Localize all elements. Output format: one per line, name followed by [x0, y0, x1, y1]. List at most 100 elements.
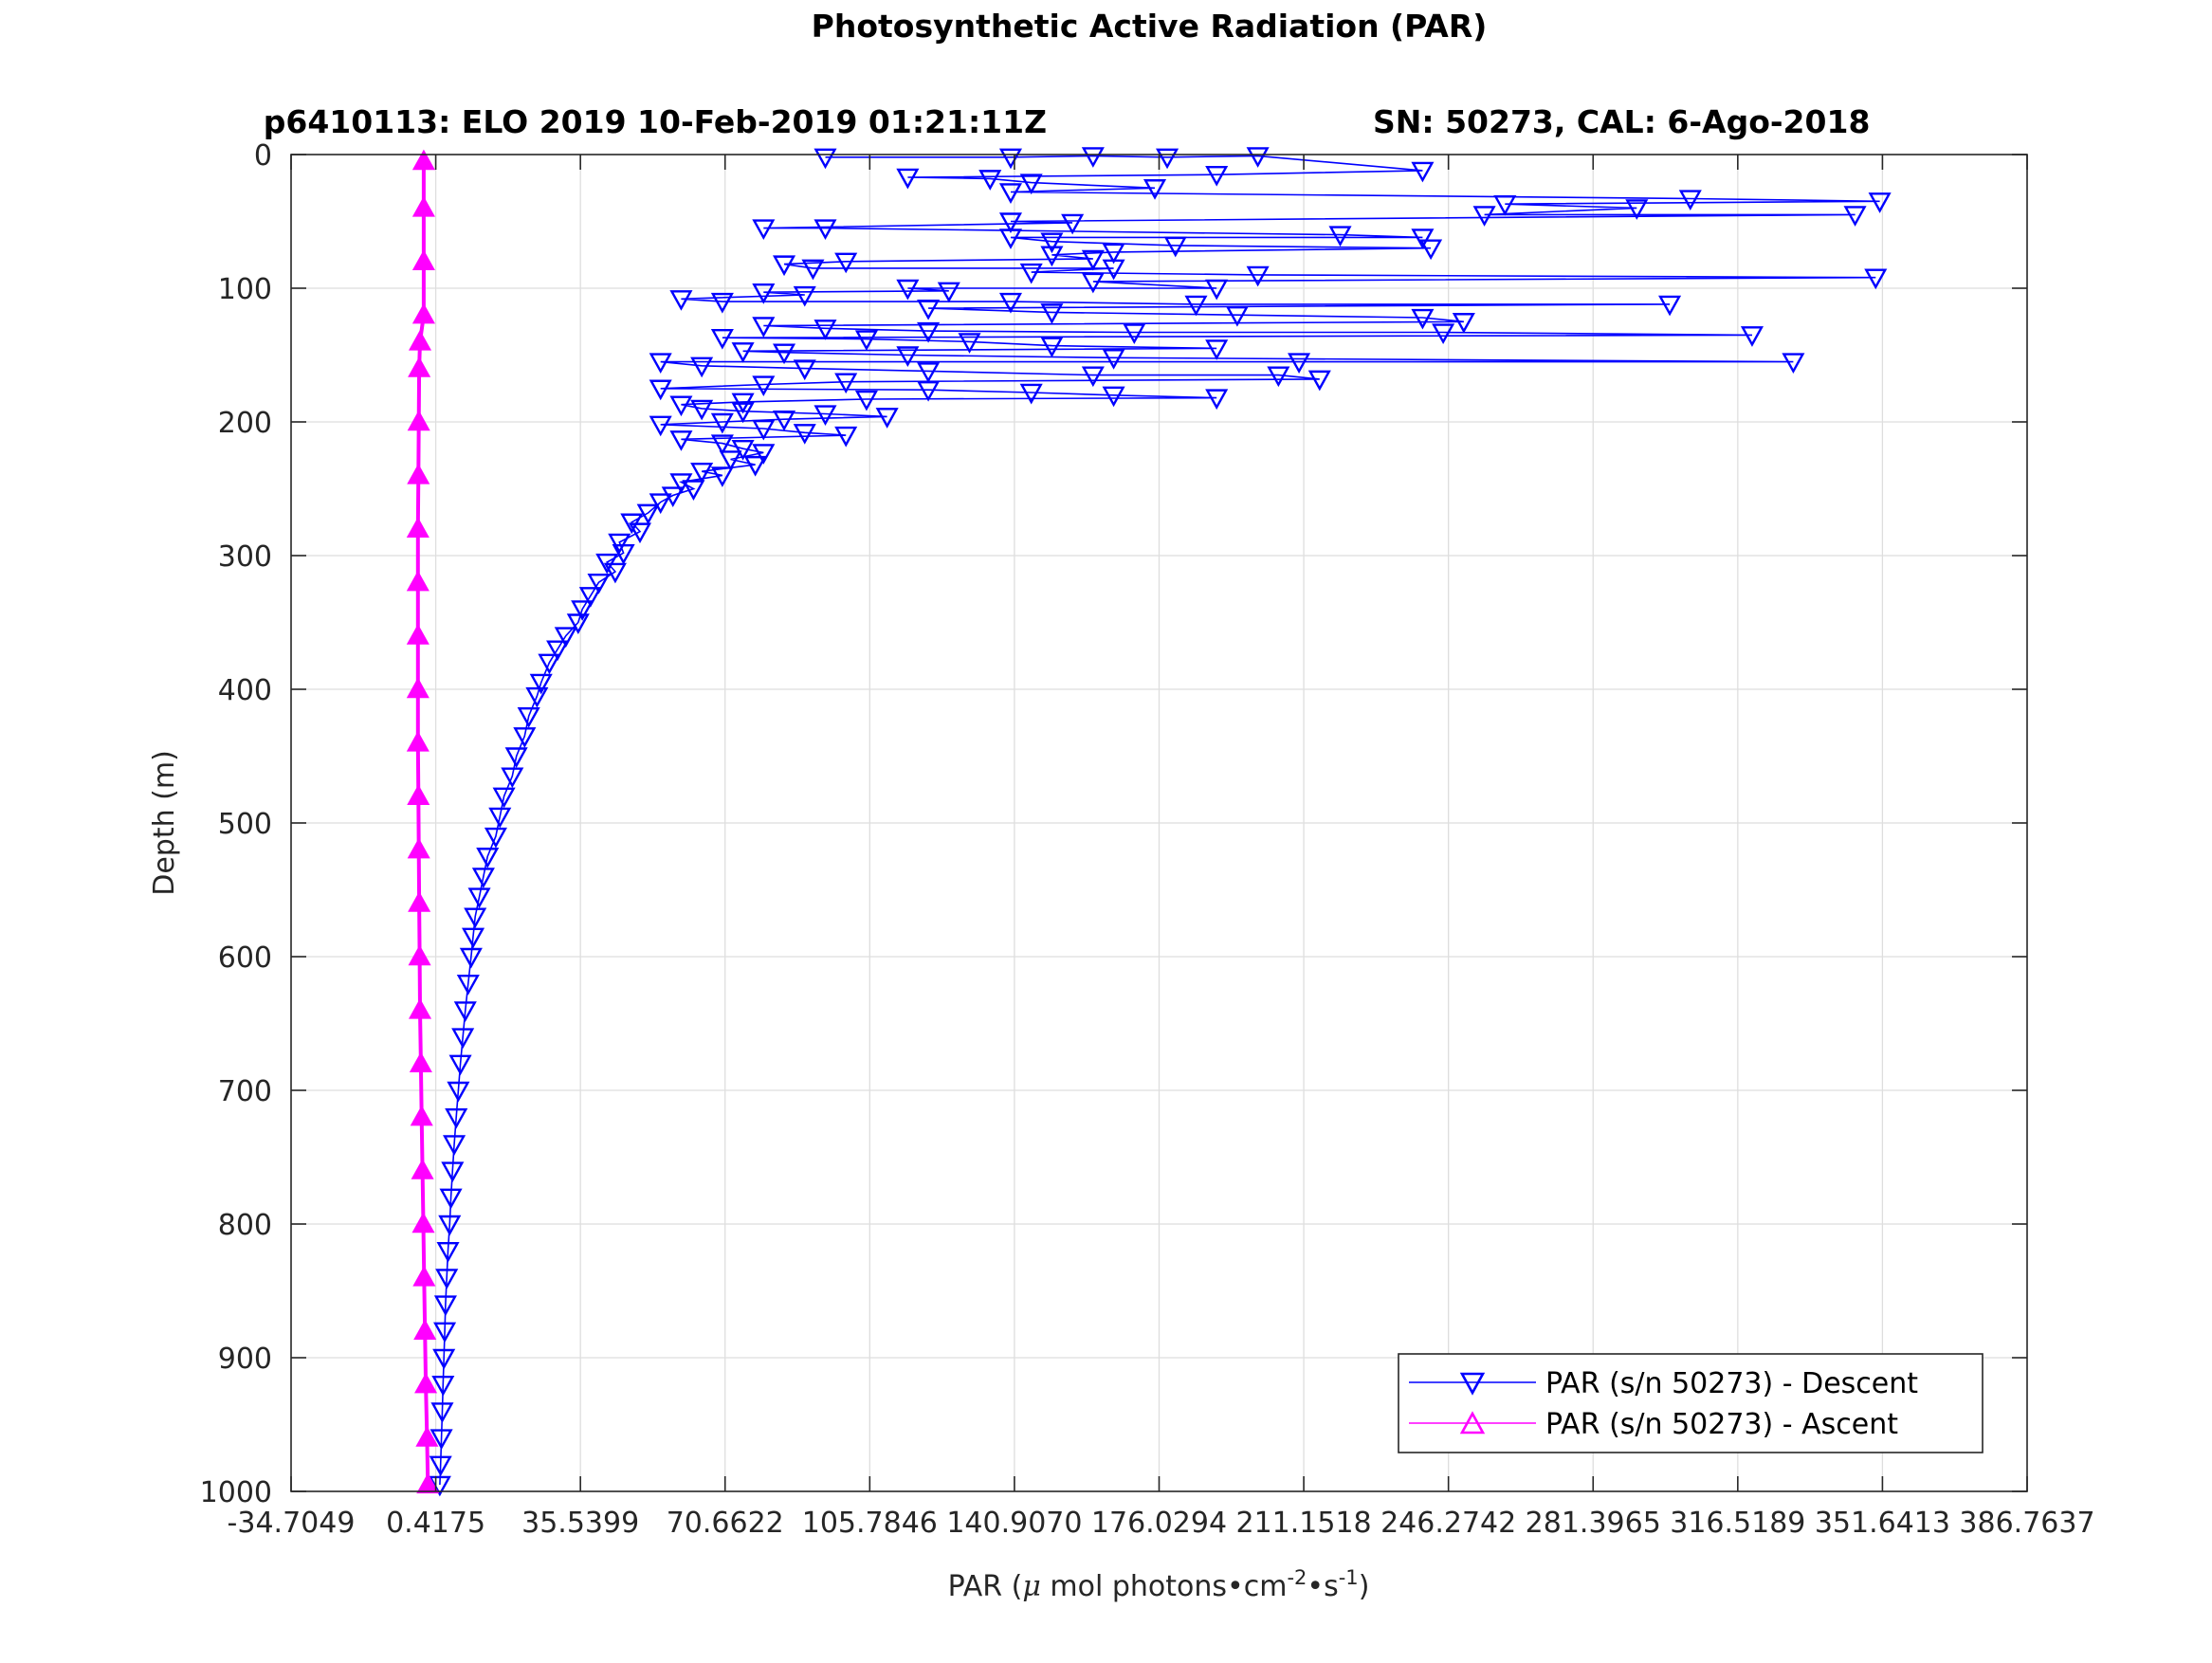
ascent-point	[406, 517, 430, 538]
descent-point	[451, 1028, 475, 1050]
descent-point	[958, 333, 981, 354]
ascent-point	[411, 1212, 435, 1234]
descent-point	[793, 285, 816, 307]
y-tick-label: 500	[218, 808, 272, 841]
ascent-point	[416, 1472, 440, 1494]
x-axis-label-suffix: )	[1359, 1570, 1370, 1603]
legend: PAR (s/n 50273) - Descent PAR (s/n 50273…	[1398, 1353, 1983, 1453]
descent-point	[453, 1001, 477, 1022]
descent-point	[1205, 389, 1229, 411]
descent-point	[492, 787, 516, 809]
descent-point	[752, 219, 776, 241]
descent-point	[1040, 303, 1064, 324]
descent-point	[554, 627, 577, 649]
descent-point	[1040, 232, 1064, 254]
descent-point	[917, 299, 941, 320]
descent-point	[538, 653, 561, 675]
descent-point	[690, 462, 714, 484]
y-tick-label: 0	[254, 139, 272, 173]
descent-point	[628, 522, 652, 544]
descent-point	[896, 168, 920, 190]
descent-point	[432, 1348, 456, 1370]
descent-point	[793, 359, 816, 381]
ascent-point	[410, 1105, 433, 1126]
descent-point	[433, 1322, 457, 1343]
x-tick-label: 351.6413	[1815, 1507, 1950, 1540]
ascent-point	[408, 329, 432, 351]
descent-point	[1411, 308, 1435, 330]
ascent-point	[411, 195, 435, 217]
descent-point	[710, 434, 734, 456]
y-tick-label: 800	[218, 1209, 272, 1242]
descent-point	[1411, 228, 1435, 249]
descent-point	[1267, 366, 1290, 388]
series-layer	[406, 147, 1892, 1497]
ascent-point	[408, 997, 432, 1019]
ascent-point	[406, 677, 430, 699]
descent-point	[433, 1295, 457, 1317]
descent-point	[1081, 366, 1105, 388]
descent-point	[431, 1376, 455, 1397]
y-tick-label: 600	[218, 941, 272, 975]
descent-point	[430, 1429, 453, 1451]
descent-point	[896, 346, 920, 367]
ticks: -34.7049 0.4175 35.5399 70.6622 105.7846 140.…	[200, 139, 2095, 1540]
x-tick-label: 211.1518	[1236, 1507, 1372, 1540]
x-axis-label: PAR (μ mol photons•cm-2•s-1)	[948, 1566, 1370, 1603]
descent-point	[636, 503, 660, 525]
descent-point	[649, 379, 672, 401]
descent-point	[854, 390, 878, 411]
descent-point	[1102, 243, 1125, 265]
descent-point	[1740, 326, 1764, 347]
descent-point	[462, 927, 485, 949]
ascent-point	[411, 1159, 434, 1179]
chart-subtitle-left: p6410113: ELO 2019 10-Feb-2019 01:21:11Z	[264, 103, 1047, 140]
descent-point	[814, 219, 837, 241]
ascent-point	[406, 570, 430, 592]
descent-point	[571, 600, 594, 621]
descent-point	[669, 290, 693, 311]
ascent-point	[411, 249, 435, 270]
descent-point	[731, 440, 755, 461]
descent-point	[1123, 323, 1146, 345]
descent-point	[517, 707, 540, 728]
descent-point	[476, 848, 500, 868]
descent-point	[1288, 353, 1311, 375]
descent-point	[998, 292, 1023, 314]
ascent-point	[407, 784, 430, 805]
descent-point	[1061, 213, 1085, 235]
descent-point	[1102, 259, 1125, 281]
descent-point	[456, 975, 480, 996]
descent-point	[484, 827, 507, 849]
descent-point	[669, 430, 693, 451]
chart-subtitle-right: SN: 50273, CAL: 6-Ago-2018	[1373, 103, 1870, 140]
x-axis-label-dot: •s	[1307, 1570, 1338, 1603]
descent-point	[608, 533, 631, 555]
ascent-point	[406, 730, 430, 752]
ascent-point	[413, 1319, 437, 1340]
descent-point	[834, 373, 858, 394]
descent-point	[937, 282, 960, 303]
ascent-point	[407, 463, 430, 484]
y-tick-label: 400	[218, 674, 272, 707]
descent-point	[875, 408, 899, 429]
descent-point	[998, 183, 1023, 204]
descent-point	[467, 887, 491, 909]
descent-point	[1328, 226, 1352, 247]
descent-point	[1225, 306, 1249, 327]
descent-point	[719, 450, 742, 471]
descent-point	[710, 292, 734, 314]
descent-point	[471, 868, 495, 888]
ascent-point	[415, 1426, 439, 1447]
descent-point	[731, 402, 755, 424]
descent-point	[1163, 236, 1187, 258]
x-tick-label: -34.7049	[228, 1507, 356, 1540]
descent-point	[1843, 206, 1867, 227]
descent-point	[1307, 370, 1331, 392]
ascent-point	[408, 356, 431, 377]
descent-point	[998, 212, 1023, 233]
ascent-point	[414, 1372, 438, 1394]
descent-point	[814, 405, 837, 427]
descent-point	[896, 279, 920, 301]
descent-point	[710, 328, 734, 350]
